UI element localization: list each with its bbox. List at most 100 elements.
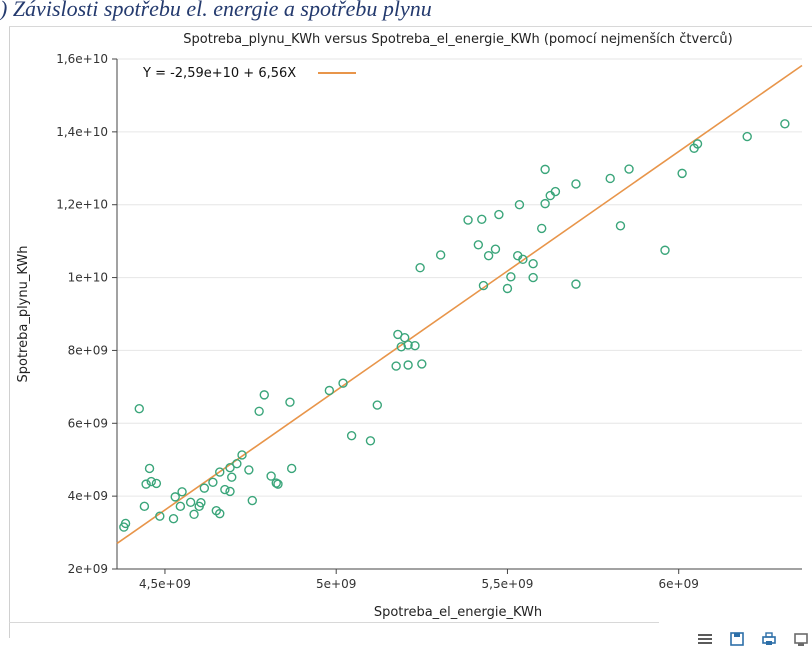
export-icon[interactable] [790, 628, 812, 650]
data-point [215, 508, 225, 519]
data-point [780, 119, 790, 129]
data-point [227, 472, 237, 482]
chart-title: Spotreba_plynu_KWh versus Spotreba_el_en… [183, 32, 732, 47]
y-tick-label: 1e+10 [68, 271, 108, 285]
data-point [537, 223, 547, 234]
data-point [528, 272, 538, 283]
x-tick-label: 5e+09 [316, 577, 356, 591]
legend: Y = -2,59e+10 + 6,56X [142, 66, 356, 81]
data-point [410, 340, 420, 351]
y-tick-label: 8e+09 [68, 343, 108, 357]
panel-left-border [9, 26, 10, 638]
data-point [528, 259, 538, 269]
data-point [571, 279, 581, 289]
data-point [285, 397, 295, 407]
data-point [403, 340, 413, 350]
data-point [208, 477, 218, 487]
data-point [417, 359, 427, 369]
data-point [225, 463, 235, 473]
chart-toolbar [694, 628, 812, 650]
data-point [494, 209, 504, 220]
data-point [254, 406, 264, 416]
y-tick-label: 6e+09 [68, 416, 108, 430]
data-point [396, 342, 406, 352]
data-point [372, 400, 382, 410]
data-point [144, 463, 155, 474]
data-points [119, 119, 790, 532]
data-point [365, 436, 376, 446]
data-point [244, 465, 254, 475]
regression-line [116, 64, 803, 545]
figure-caption: ) Závislosti spotřebu el. energie a spot… [0, 0, 432, 21]
regression-line-group [116, 64, 803, 545]
data-point [141, 479, 151, 489]
data-point [189, 509, 199, 520]
panel-top-border [9, 26, 812, 27]
x-tick-label: 4,5e+09 [139, 577, 191, 591]
data-point [605, 173, 615, 184]
data-point [540, 164, 550, 175]
menu-icon[interactable] [694, 628, 716, 650]
data-point [271, 478, 281, 488]
data-point [692, 139, 703, 149]
data-point [170, 492, 180, 502]
data-point [660, 245, 670, 255]
data-point [155, 511, 165, 521]
data-point [139, 501, 150, 512]
data-point [514, 200, 525, 210]
data-point [400, 332, 410, 343]
data-point [146, 476, 156, 487]
data-point [151, 478, 162, 489]
data-point [506, 272, 516, 282]
tick-labels: 2e+09 4e+09 6e+09 8e+09 1e+10 1,2e+10 1,4e+10 1… [56, 52, 699, 591]
data-point [273, 479, 283, 489]
data-point [120, 518, 131, 529]
data-point [266, 471, 276, 481]
data-point [540, 198, 550, 209]
data-point [473, 240, 484, 250]
legend-label: Y = -2,59e+10 + 6,56X [142, 66, 296, 81]
data-point [550, 186, 561, 197]
panel-bottom-border [9, 622, 659, 623]
data-point [742, 131, 752, 142]
data-point [232, 459, 242, 469]
y-tick-label: 1,6e+10 [56, 52, 108, 66]
data-point [177, 487, 187, 497]
data-point [346, 430, 357, 441]
data-point [435, 250, 446, 260]
y-tick-label: 2e+09 [68, 562, 108, 576]
grid-lines [117, 58, 802, 570]
data-point [286, 463, 297, 474]
data-point [490, 244, 501, 254]
data-point [220, 484, 230, 495]
data-point [338, 378, 348, 388]
print-icon[interactable] [758, 628, 780, 650]
data-point [391, 361, 401, 371]
data-point [403, 360, 413, 370]
data-point [502, 283, 513, 294]
data-point [624, 164, 634, 174]
data-point [196, 498, 206, 508]
x-tick-label: 6e+09 [659, 577, 699, 591]
scatter-chart: 2e+09 4e+09 6e+09 8e+09 1e+10 1,2e+10 1,4e+10 1… [16, 32, 803, 620]
y-tick-label: 1,2e+10 [56, 198, 108, 212]
data-point [168, 514, 179, 524]
data-point [463, 215, 473, 225]
data-point [478, 280, 489, 291]
data-point [415, 263, 425, 273]
data-point [215, 467, 225, 477]
data-point [225, 486, 235, 497]
save-icon[interactable] [726, 628, 748, 650]
data-point [615, 221, 626, 231]
data-point [134, 404, 144, 414]
data-point [324, 385, 335, 396]
data-point [571, 179, 581, 189]
x-tick-label: 5,5e+09 [482, 577, 534, 591]
data-point [483, 251, 494, 261]
y-axis-label: Spotreba_plynu_KWh [16, 245, 31, 382]
x-axis-label: Spotreba_el_energie_KWh [374, 605, 542, 620]
data-point [518, 254, 528, 265]
data-point [259, 390, 269, 400]
data-point [175, 501, 186, 512]
data-point [477, 214, 487, 224]
